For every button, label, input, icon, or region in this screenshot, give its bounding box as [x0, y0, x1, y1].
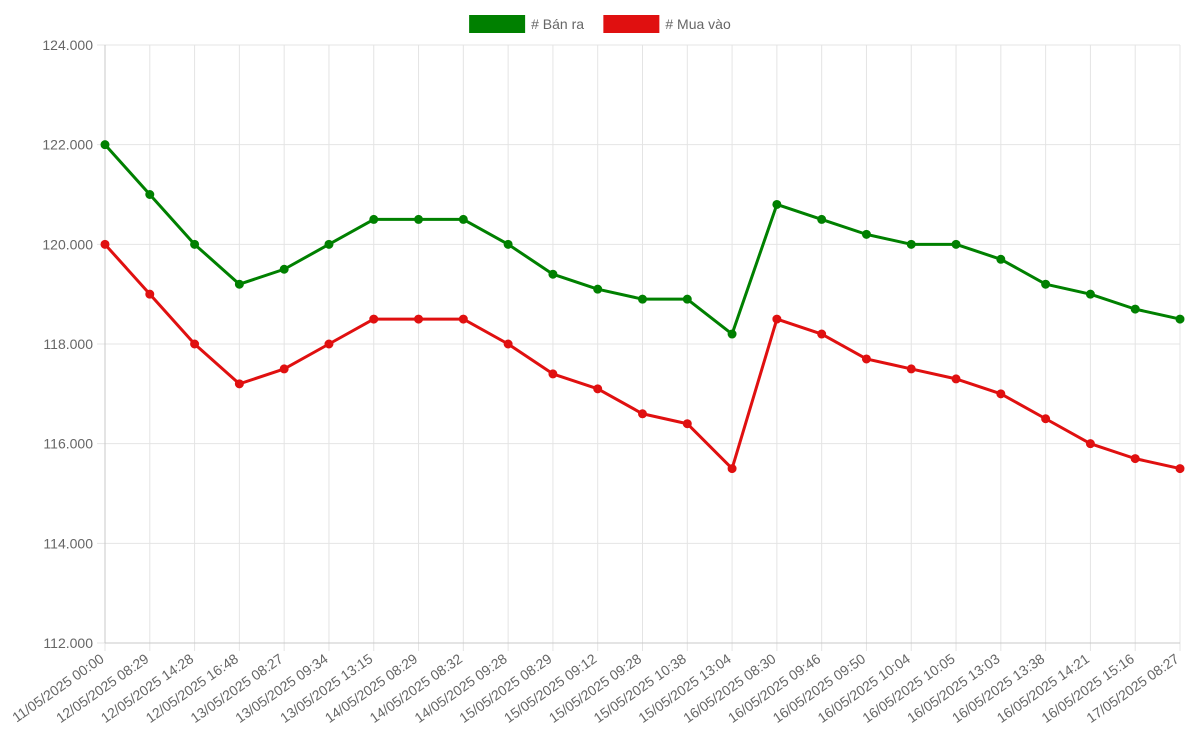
y-tick-label: 118.000 [43, 336, 93, 352]
series-1 [100, 239, 1185, 474]
legend-swatch [603, 15, 660, 33]
legend[interactable]: # Bán ra # Mua vào [469, 15, 731, 33]
data-point[interactable] [1085, 289, 1095, 299]
data-point[interactable] [1130, 454, 1140, 464]
data-point[interactable] [638, 409, 647, 419]
data-point[interactable] [1041, 414, 1051, 424]
data-point[interactable] [906, 364, 916, 374]
data-point[interactable] [234, 379, 244, 389]
data-point[interactable] [458, 214, 468, 224]
data-point[interactable] [1085, 439, 1095, 449]
data-point[interactable] [503, 339, 513, 349]
data-point[interactable] [369, 214, 379, 224]
data-point[interactable] [1175, 464, 1185, 474]
data-point[interactable] [593, 284, 603, 294]
data-point[interactable] [369, 314, 379, 324]
data-point[interactable] [458, 314, 468, 324]
y-tick-label: 114.000 [43, 535, 93, 551]
data-point[interactable] [906, 239, 916, 249]
data-point[interactable] [145, 190, 155, 199]
y-tick-label: 116.000 [43, 436, 93, 452]
data-point[interactable] [1175, 314, 1185, 324]
data-point[interactable] [414, 214, 424, 224]
y-tick-label: 112.000 [43, 635, 93, 651]
data-point[interactable] [861, 229, 871, 239]
data-point[interactable] [503, 239, 513, 249]
y-tick-label: 122.000 [42, 137, 93, 153]
series-0 [100, 140, 1185, 339]
legend-label: # Bán ra [531, 16, 584, 32]
gridlines [97, 44, 1181, 651]
series-lines [100, 140, 1185, 474]
data-point[interactable] [190, 339, 200, 349]
data-point[interactable] [727, 464, 737, 474]
data-point[interactable] [817, 329, 827, 339]
data-point[interactable] [772, 199, 782, 209]
data-point[interactable] [1041, 279, 1051, 289]
data-point[interactable] [861, 354, 871, 364]
data-point[interactable] [682, 294, 692, 304]
y-tick-label: 120.000 [42, 236, 93, 252]
data-point[interactable] [817, 214, 827, 224]
data-point[interactable] [682, 419, 692, 429]
data-point[interactable] [1130, 304, 1140, 314]
data-point[interactable] [414, 314, 424, 324]
y-axis-tick-labels: 112.000 114.000 116.000 118.000 120.000 122.0… [42, 37, 93, 651]
data-point[interactable] [548, 369, 558, 379]
data-point[interactable] [279, 364, 289, 374]
data-point[interactable] [279, 264, 289, 274]
data-point[interactable] [727, 329, 737, 339]
data-point[interactable] [145, 289, 155, 299]
data-point[interactable] [996, 389, 1006, 399]
data-point[interactable] [100, 239, 110, 249]
data-point[interactable] [190, 239, 200, 249]
data-point[interactable] [234, 279, 244, 289]
data-point[interactable] [548, 269, 558, 279]
data-point[interactable] [996, 254, 1006, 264]
legend-item[interactable]: # Mua vào [603, 15, 731, 33]
legend-swatch [469, 15, 526, 33]
data-point[interactable] [100, 140, 110, 150]
data-point[interactable] [638, 294, 647, 304]
data-point[interactable] [324, 239, 334, 249]
data-point[interactable] [324, 339, 334, 349]
data-point[interactable] [772, 314, 782, 324]
data-point[interactable] [951, 374, 961, 384]
y-tick-label: 124.000 [42, 37, 93, 53]
legend-label: # Mua vào [665, 16, 731, 32]
data-point[interactable] [951, 239, 961, 249]
legend-item[interactable]: # Bán ra [469, 15, 584, 33]
data-point[interactable] [593, 384, 603, 394]
